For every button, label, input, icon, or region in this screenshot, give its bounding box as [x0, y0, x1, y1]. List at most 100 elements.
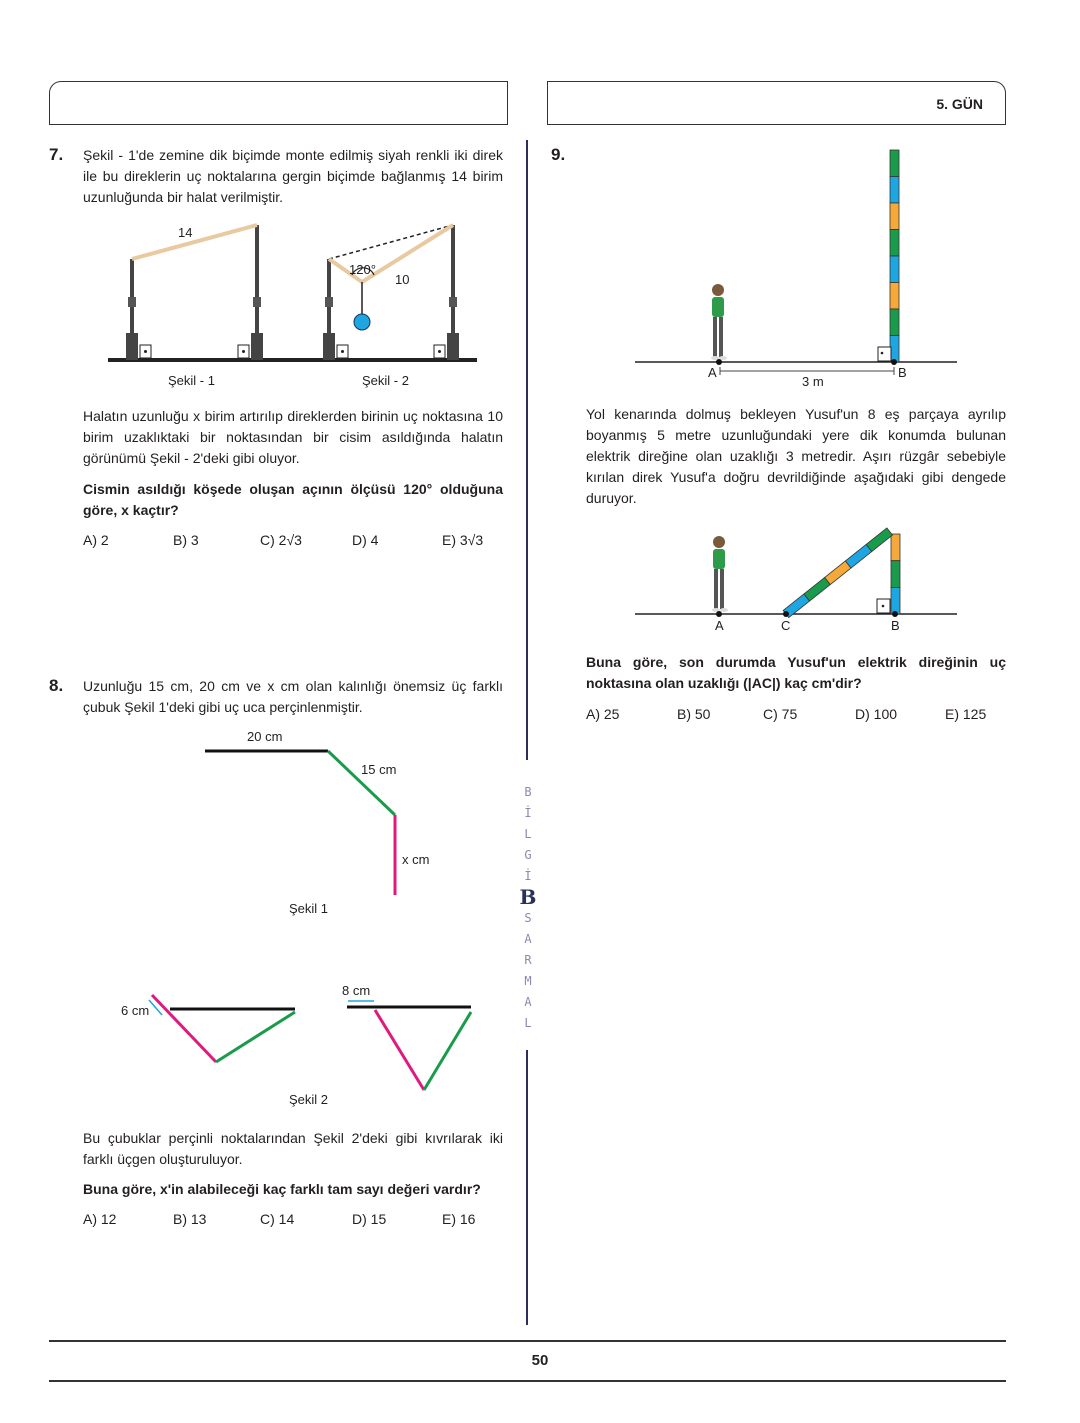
logo-letter: A [524, 932, 532, 946]
option-c[interactable]: C) 2√3 [260, 532, 302, 548]
rope [131, 223, 258, 261]
broken-pole-standing [890, 533, 901, 615]
option-e[interactable]: E) 125 [945, 706, 987, 722]
point-c-dot [783, 611, 789, 617]
logo-letter: R [524, 953, 532, 967]
logo-letter: G [524, 848, 532, 862]
option-a[interactable]: A) 2 [83, 532, 109, 548]
label-xcm: x cm [402, 852, 429, 867]
angle-label: 120° [349, 262, 376, 277]
pole-segment [889, 176, 900, 204]
point-a-dot [716, 359, 722, 365]
label-a: A [708, 365, 717, 380]
option-d[interactable]: D) 15 [352, 1211, 387, 1227]
pole-segment [889, 255, 900, 283]
logo-mark: B [519, 885, 537, 909]
figure1-caption: Şekil - 1 [168, 373, 215, 388]
figure2-caption: Şekil 2 [289, 1092, 328, 1107]
footer-line-bottom [49, 1380, 1006, 1382]
footer-line-top [49, 1340, 1006, 1342]
pole-segment [889, 308, 900, 336]
right-angle-mark [877, 346, 892, 362]
question-8-figures: 20 cm 15 cm x cm Şekil 1 6 cm 8 cm Şekil… [121, 729, 473, 1107]
option-c[interactable]: C) 75 [763, 706, 798, 722]
point-b-dot [891, 359, 897, 365]
figure1-caption: Şekil 1 [289, 901, 328, 916]
hanging-ball [353, 313, 371, 331]
logo-letter: B [524, 785, 532, 799]
figure2-poles [323, 225, 459, 360]
question-7-intro: Şekil - 1'de zemine dik biçimde monte ed… [83, 147, 503, 205]
point-b-dot [892, 611, 898, 617]
label-15cm: 15 cm [361, 762, 396, 777]
logo-letter: S [524, 911, 532, 925]
option-e[interactable]: E) 3√3 [442, 532, 484, 548]
pole-segment [889, 229, 900, 257]
logo-letter: L [524, 1016, 532, 1030]
rod-15 [326, 749, 397, 817]
header-box-right: 5. GÜN [547, 81, 1006, 125]
question-9-figure-1: A B 3 m [635, 149, 957, 389]
figure2-caption: Şekil - 2 [362, 373, 409, 388]
rope-length-label: 14 [178, 225, 192, 240]
header-box-left [49, 81, 508, 125]
person-icon [711, 284, 727, 360]
option-a[interactable]: A) 25 [586, 706, 620, 722]
pole-segment [824, 560, 852, 586]
pole-segment [844, 543, 873, 569]
option-d[interactable]: D) 100 [855, 706, 898, 722]
logo-letter: İ [524, 806, 532, 820]
publisher-logo: B İ L G İ B S A R M A L [515, 782, 541, 1034]
column-divider [526, 140, 528, 760]
label-8cm: 8 cm [342, 983, 370, 998]
label-b: B [898, 365, 907, 380]
option-a[interactable]: A) 12 [83, 1211, 117, 1227]
question-7-question: Cismin asıldığı köşede oluşan açının ölç… [83, 481, 503, 518]
arrow-6cm [148, 999, 163, 1016]
triangle2-rod-15 [422, 1011, 473, 1091]
rope-bent [327, 223, 455, 285]
pole-segment [803, 576, 831, 602]
question-7-figure: 14 120° 10 Şekil - 1 Şekil - 2 [108, 223, 477, 388]
dashed-line [328, 224, 454, 260]
day-label: 5. GÜN [936, 96, 983, 112]
label-distance: 3 m [802, 374, 824, 389]
option-b[interactable]: B) 50 [677, 706, 711, 722]
person-icon [712, 536, 728, 612]
label-a: A [715, 618, 724, 633]
question-8-number: 8. [49, 676, 64, 695]
point-a-dot [716, 611, 722, 617]
logo-letter: İ [524, 869, 532, 883]
triangle2-rod-x [373, 1009, 426, 1091]
label-c: C [781, 618, 790, 633]
option-e[interactable]: E) 16 [442, 1211, 476, 1227]
column-divider [526, 1050, 528, 1325]
label-b: B [891, 618, 900, 633]
option-d[interactable]: D) 4 [352, 532, 379, 548]
pole-segment [889, 282, 900, 310]
triangle1-rod-x [150, 993, 218, 1064]
figure1-poles [126, 225, 263, 360]
question-7-body: Halatın uzunluğu x birim artırılıp direk… [83, 408, 503, 466]
segment-label: 10 [395, 272, 409, 287]
pole-segment [890, 587, 901, 615]
option-b[interactable]: B) 3 [173, 532, 199, 548]
question-9-figure-2: A C B [635, 527, 957, 633]
electric-pole [889, 149, 900, 363]
logo-letter: A [524, 995, 532, 1009]
label-6cm: 6 cm [121, 1003, 149, 1018]
pole-segment [890, 560, 901, 588]
question-7-number: 7. [49, 145, 64, 164]
option-c[interactable]: C) 14 [260, 1211, 295, 1227]
pole-segment [865, 527, 894, 553]
page-number: 50 [531, 1352, 549, 1369]
question-8-body: Bu çubuklar perçinli noktalarından Şekil… [83, 1130, 503, 1167]
label-20cm: 20 cm [247, 729, 282, 744]
question-8-intro: Uzunluğu 15 cm, 20 cm ve x cm olan kalın… [83, 678, 503, 715]
angle-arc [351, 267, 375, 276]
logo-letter: L [524, 827, 532, 841]
pole-segment [889, 202, 900, 230]
option-b[interactable]: B) 13 [173, 1211, 207, 1227]
question-8-question: Buna göre, x'in alabileceği kaç farklı t… [83, 1181, 481, 1197]
pole-segment [889, 149, 900, 177]
